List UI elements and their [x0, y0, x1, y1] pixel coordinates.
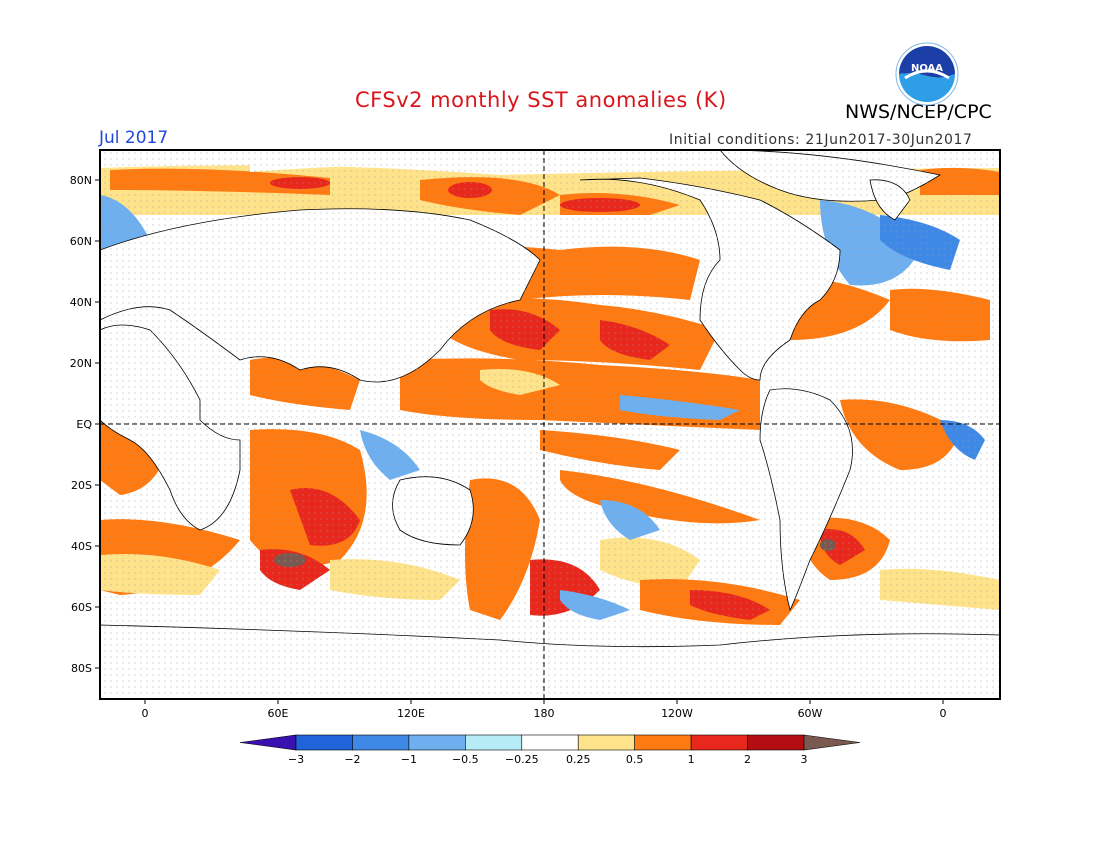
colorbar-swatch — [352, 734, 410, 751]
longitude-axis: 0 60E 120E 180 120W 60W 0 — [142, 699, 947, 720]
colorbar-swatch — [465, 734, 523, 751]
lon-label-120w: 120W — [661, 707, 693, 720]
lat-label-60s: 60S — [71, 601, 92, 614]
noaa-logo-text: NOAA — [911, 63, 943, 74]
colorbar-swatch — [521, 734, 579, 751]
lon-label-60w: 60W — [798, 707, 823, 720]
colorbar-swatch — [747, 734, 805, 751]
colorbar-tick-label: −0.5 — [452, 753, 479, 766]
lat-label-eq: EQ — [76, 418, 92, 431]
organization-label: NWS/NCEP/CPC — [845, 101, 992, 123]
map-title: CFSv2 monthly SST anomalies (K) — [355, 88, 727, 112]
lat-label-60n: 60N — [70, 235, 92, 248]
lat-label-40n: 40N — [70, 296, 92, 309]
colorbar-tick-label: −0.25 — [505, 753, 539, 766]
lat-label-20n: 20N — [70, 357, 92, 370]
lat-label-80s: 80S — [71, 662, 92, 675]
lat-label-40s: 40S — [71, 540, 92, 553]
colorbar: −3 −2 −1 −0.5 −0.25 0.25 0.5 1 2 3 — [239, 734, 861, 766]
lon-label-120e: 120E — [397, 707, 425, 720]
colorbar-swatch — [634, 734, 692, 751]
initial-conditions-label: Initial conditions: 21Jun2017-30Jun2017 — [669, 132, 973, 148]
colorbar-swatch — [295, 734, 353, 751]
colorbar-tick-label: −1 — [401, 753, 417, 766]
lon-label-180: 180 — [534, 707, 555, 720]
colorbar-tick-label: 2 — [744, 753, 751, 766]
colorbar-tick-label: 3 — [801, 753, 808, 766]
colorbar-tick-label: 1 — [688, 753, 695, 766]
lon-label-60e: 60E — [268, 707, 289, 720]
lon-label-0-east: 0 — [940, 707, 947, 720]
latitude-axis: 80N 60N 40N 20N EQ 20S 40S 60S 80S — [70, 174, 100, 675]
lat-label-80n: 80N — [70, 174, 92, 187]
lon-label-0: 0 — [142, 707, 149, 720]
colorbar-swatch — [577, 734, 635, 751]
colorbar-tick-label: −3 — [288, 753, 304, 766]
colorbar-high-arrow — [803, 734, 861, 751]
colorbar-tick-label: 0.5 — [626, 753, 644, 766]
colorbar-swatch — [408, 734, 466, 751]
lat-label-20s: 20S — [71, 479, 92, 492]
colorbar-tick-label: −2 — [344, 753, 360, 766]
colorbar-low-arrow — [239, 734, 297, 751]
colorbar-tick-label: 0.25 — [566, 753, 591, 766]
forecast-month-label: Jul 2017 — [99, 128, 169, 148]
noaa-logo: NOAA — [895, 42, 959, 106]
colorbar-swatch — [690, 734, 748, 751]
